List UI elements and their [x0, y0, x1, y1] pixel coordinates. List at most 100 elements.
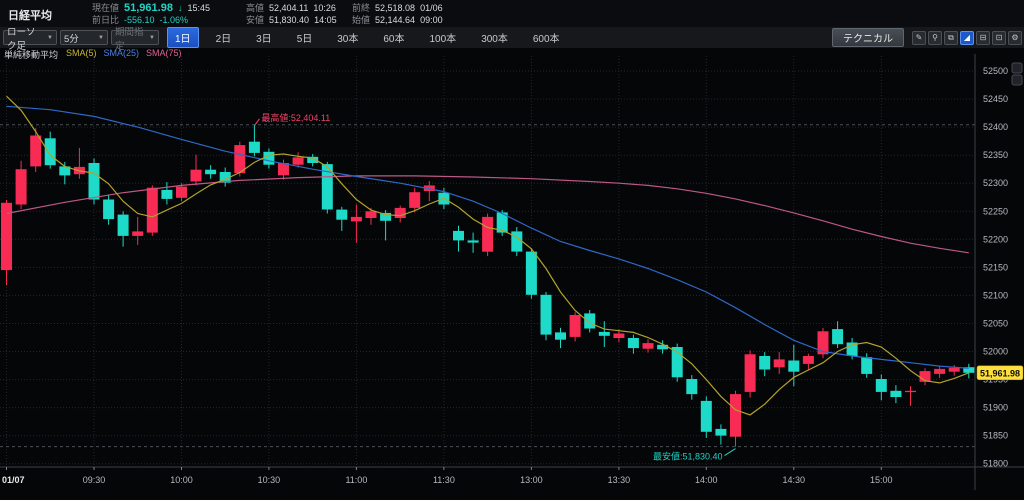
open-price-label: 始値 [352, 15, 371, 25]
chart-type-dropdown[interactable]: ローソク足 ▼ [3, 27, 57, 52]
session-extreme-lines [0, 124, 975, 448]
svg-text:52450: 52450 [983, 94, 1008, 104]
chevron-down-icon: ▼ [47, 34, 53, 41]
legend-item-SMA(25): SMA(25) [103, 48, 140, 58]
day-high-value: 52,404.11 [269, 3, 309, 13]
svg-text:14:00: 14:00 [695, 475, 718, 485]
instrument-name: 日経平均 [8, 10, 52, 22]
svg-text:14:30: 14:30 [783, 475, 806, 485]
svg-text:13:30: 13:30 [608, 475, 631, 485]
svg-text:最高値:52,404.11: 最高値:52,404.11 [261, 112, 330, 123]
legend-item-SMA(75): SMA(75) [146, 48, 182, 58]
day-high-time: 10:26 [313, 3, 336, 13]
period-button-3日[interactable]: 3日 [256, 34, 272, 45]
chevron-down-icon: ▼ [98, 34, 104, 41]
quote-openclose-group: 前終 52,518.08 01/06 始値 52,144.64 09:00 [352, 2, 448, 26]
prev-close-label: 前終 [352, 3, 371, 13]
technical-button[interactable]: テクニカル [832, 28, 904, 47]
svg-text:52300: 52300 [983, 178, 1008, 188]
quote-highlow-group: 高値 52,404.11 10:26 安値 51,830.40 14:05 [246, 2, 342, 26]
svg-text:11:00: 11:00 [345, 475, 367, 485]
svg-text:15:00: 15:00 [870, 475, 893, 485]
low-annotation: 最安値:51,830.40 [653, 448, 736, 462]
chart-type-value: ローソク足 [7, 26, 36, 52]
sma5-line [6, 95, 970, 416]
prev-close-value: 52,518.08 [375, 3, 416, 13]
current-price-tag: 51,961.98 [976, 365, 1024, 381]
icon-buttons: ✎ ⚲ ⧉ ◢ ⊟ ⊡ ⚙ [910, 30, 1022, 45]
area-chart-icon[interactable]: ◢ [960, 30, 974, 45]
popout-icon[interactable]: ⧉ [944, 30, 958, 45]
high-annotation: 最高値:52,404.11 [253, 112, 330, 127]
candles[interactable] [1, 124, 975, 447]
down-arrow-icon: ↓ [177, 3, 183, 13]
interval-value: 5分 [64, 33, 79, 45]
svg-text:51,961.98: 51,961.98 [980, 368, 1020, 378]
period-button-600本[interactable]: 600本 [532, 34, 560, 45]
chevron-down-icon: ▼ [149, 34, 155, 41]
day-low-label: 安値 [246, 15, 265, 25]
sma25-line [6, 105, 969, 369]
period-button-100本[interactable]: 100本 [429, 34, 457, 45]
svg-text:52000: 52000 [983, 347, 1008, 357]
draw-tool-icon[interactable]: ✎ [912, 30, 926, 45]
instrument-header: 日経平均 現在値 51,961.98 ↓ 15:45 前日比 -556.10 -1.06%… [0, 0, 1024, 27]
folder-icon[interactable]: ⊡ [992, 30, 1006, 45]
svg-text:10:30: 10:30 [258, 475, 281, 485]
change-percent: -1.06% [159, 15, 189, 25]
current-price-time: 15:45 [187, 3, 210, 13]
toolbar-right-cluster: テクニカル ✎ ⚲ ⧉ ◢ ⊟ ⊡ ⚙ [832, 28, 1022, 47]
period-button-60本[interactable]: 60本 [383, 34, 405, 45]
quote-current-group: 現在値 51,961.98 ↓ 15:45 前日比 -556.10 -1.06% [92, 2, 215, 26]
period-button-5日[interactable]: 5日 [296, 34, 313, 45]
svg-text:52200: 52200 [983, 234, 1008, 244]
svg-text:01/07: 01/07 [2, 475, 25, 485]
legend-items: SMA(5) SMA(25) SMA(75) [66, 48, 189, 61]
svg-text:51850: 51850 [983, 431, 1008, 441]
axis-button-down[interactable] [1011, 74, 1023, 86]
day-low-time: 14:05 [314, 15, 337, 25]
settings-gear-icon[interactable]: ⚙ [1008, 30, 1022, 45]
legend-title: 単純移動平均 [4, 50, 59, 60]
current-price-label: 現在値 [92, 3, 120, 13]
svg-text:52250: 52250 [983, 206, 1008, 216]
period-button-300本[interactable]: 300本 [481, 34, 508, 45]
current-price-value: 51,961.98 [124, 2, 173, 14]
range-select-value: 期間指定 [115, 26, 144, 52]
legend-item-SMA(5): SMA(5) [66, 48, 97, 58]
svg-text:52350: 52350 [983, 150, 1008, 160]
axis-button-up[interactable] [1011, 62, 1023, 74]
svg-text:13:00: 13:00 [520, 475, 543, 485]
axis-frame [0, 54, 1024, 490]
sma-legend: 単純移動平均 SMA(5) SMA(25) SMA(75) [4, 48, 189, 61]
open-price-value: 52,144.64 [375, 15, 416, 25]
change-label: 前日比 [92, 15, 120, 25]
svg-text:51900: 51900 [983, 403, 1008, 413]
price-axis[interactable]: 52500 52450 52400 52350 52300 52250 52200 52150… [983, 66, 1008, 469]
day-low-value: 51,830.40 [269, 15, 310, 25]
save-icon[interactable]: ⊟ [976, 30, 990, 45]
sma75-line [6, 175, 969, 254]
svg-text:52400: 52400 [983, 122, 1008, 132]
gridlines [0, 56, 975, 467]
period-buttons: 1日 2日 3日 5日 30本 60本 100本 300本 600本 [167, 27, 577, 48]
time-axis[interactable]: 01/07 09:30 10:00 10:30 11:00 11:30 13:00 13:30… [2, 467, 893, 485]
svg-text:52100: 52100 [983, 290, 1008, 300]
interval-dropdown[interactable]: 5分 ▼ [60, 30, 108, 45]
period-button-30本[interactable]: 30本 [337, 34, 359, 45]
chart-toolbar: ローソク足 ▼ 5分 ▼ 期間指定 ▼ 1日 2日 3日 5日 30本 60本 100本 30… [0, 27, 1024, 52]
range-select-dropdown[interactable]: 期間指定 ▼ [111, 27, 159, 52]
prev-close-date: 01/06 [420, 3, 443, 13]
svg-text:09:30: 09:30 [83, 475, 106, 485]
day-high-label: 高値 [246, 3, 265, 13]
axis-scroll-buttons[interactable] [1011, 62, 1023, 86]
period-button-1日[interactable]: 1日 [167, 27, 199, 48]
period-button-2日[interactable]: 2日 [215, 34, 232, 45]
svg-text:10:00: 10:00 [170, 475, 193, 485]
svg-text:52150: 52150 [983, 262, 1008, 272]
svg-text:11:30: 11:30 [433, 475, 455, 485]
svg-text:最安値:51,830.40: 最安値:51,830.40 [653, 451, 723, 462]
zoom-tool-icon[interactable]: ⚲ [928, 30, 942, 45]
